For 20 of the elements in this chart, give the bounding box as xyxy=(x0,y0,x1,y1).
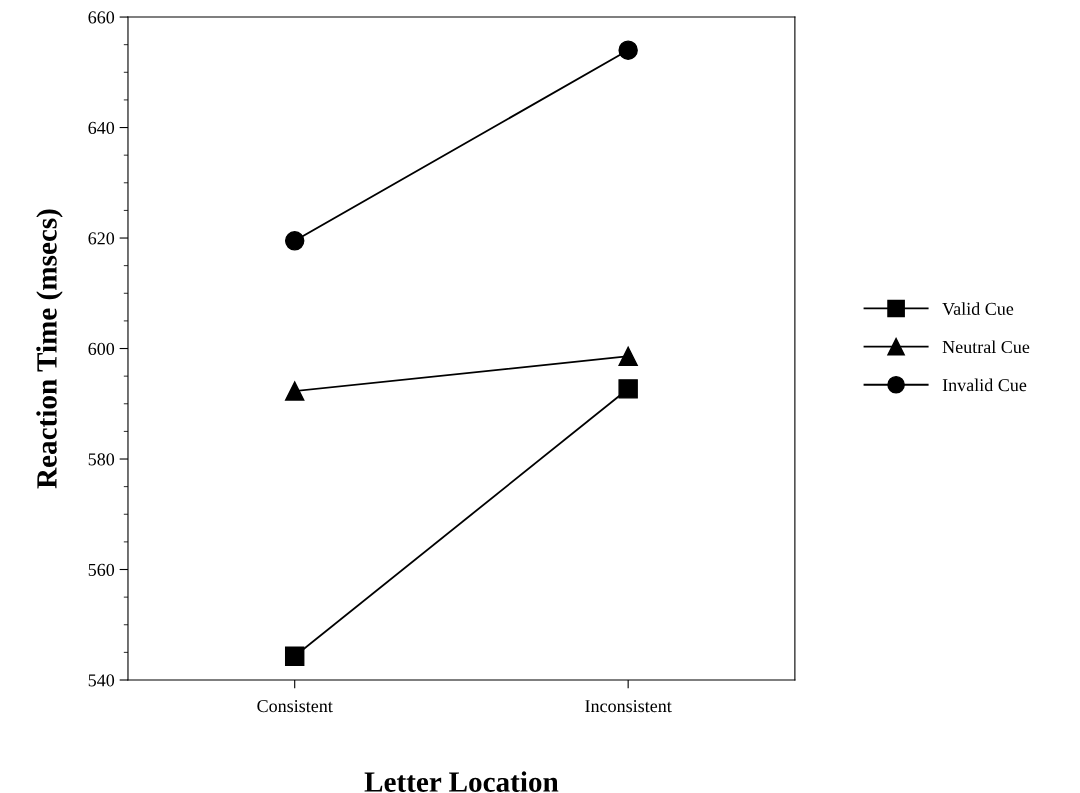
point xyxy=(618,379,638,399)
y-tick-label: 660 xyxy=(88,11,115,24)
point xyxy=(284,231,305,251)
point xyxy=(618,40,638,60)
point xyxy=(284,381,305,401)
legend-label: Valid Cue xyxy=(942,302,1014,316)
y-tick-label: 580 xyxy=(88,453,115,466)
y-tick-label: 600 xyxy=(88,342,115,355)
x-axis-title: Letter Location xyxy=(364,771,559,792)
legend-label: Neutral Cue xyxy=(942,340,1030,354)
x-tick-label: Consistent xyxy=(257,700,333,713)
y-axis-title: Reaction Time (msecs) xyxy=(36,209,63,489)
y-tick-label: 620 xyxy=(88,232,115,245)
point xyxy=(284,646,305,666)
point xyxy=(618,346,638,366)
y-tick-label: 540 xyxy=(88,674,115,687)
y-tick-label: 560 xyxy=(88,563,115,576)
legend-label: Invalid Cue xyxy=(942,378,1027,392)
y-tick-label: 640 xyxy=(88,121,115,134)
x-tick-label: Inconsistent xyxy=(585,700,672,713)
